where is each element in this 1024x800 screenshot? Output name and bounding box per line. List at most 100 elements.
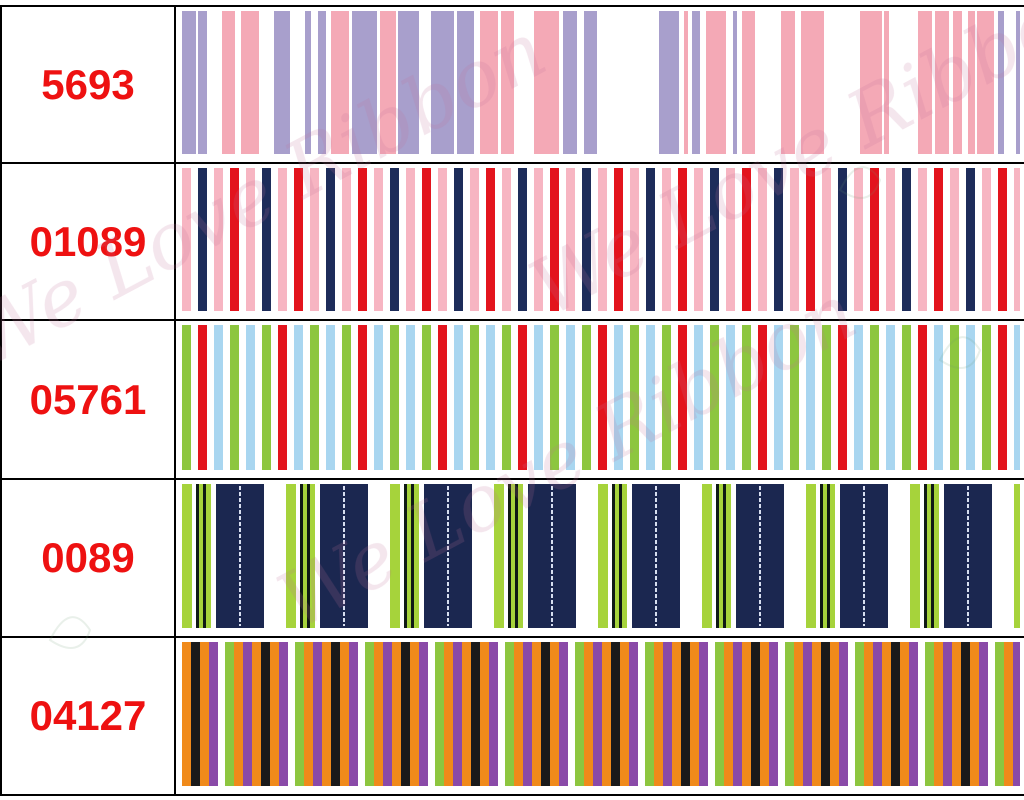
stripe [279,642,288,786]
ribbon-swatch[interactable] [176,5,1024,164]
stripe [812,642,821,786]
stripe [212,11,217,154]
stripe [783,168,790,311]
stripe [891,642,900,786]
stripe [278,168,287,311]
stripe [214,325,223,470]
stripe [638,642,645,786]
stripe [415,168,422,311]
stripe [607,168,614,311]
stripe [515,484,518,628]
stripe [550,325,559,470]
stripe [454,325,463,470]
stripe [431,11,454,154]
stripe [884,11,889,154]
stripe [991,168,998,311]
stripe [977,11,994,154]
stripe [671,325,678,470]
stripe [192,484,196,628]
stripe [939,484,944,628]
stripe [319,168,326,311]
stripe [300,484,303,628]
stripe [742,642,751,786]
stripe [349,642,358,786]
stripe [639,325,646,470]
stripe [191,168,198,311]
stripe [502,325,511,470]
stripe [182,11,196,154]
ribbon-row-0: 5693 [0,5,1024,164]
stripe [310,484,315,628]
stripe [566,325,575,470]
stripe [830,642,839,786]
stripe [863,168,870,311]
stripe [406,325,415,470]
stripe [527,168,534,311]
stripe [591,325,598,470]
stripe [806,168,815,311]
stripe [534,11,559,154]
stripe [243,642,252,786]
stripe [785,642,794,786]
stripe [870,325,879,470]
stripe [918,325,927,470]
stripe [769,642,778,786]
stripe [380,11,396,154]
code-cell: 5693 [0,5,176,164]
stripe [415,325,422,470]
stripe [447,325,454,470]
stripe [909,642,918,786]
stripe [318,11,326,154]
stripe [823,484,827,628]
stripe [710,168,719,311]
stripe [422,168,431,311]
stripe [358,642,365,786]
stripe [527,325,534,470]
stripe [706,11,726,154]
stripe [225,642,234,786]
stripe [607,325,614,470]
stripe [716,484,719,628]
stripe [399,168,406,311]
stripe [523,484,528,628]
stripe [943,642,952,786]
stripe [854,168,863,311]
stripe [751,325,758,470]
stripe [760,642,769,786]
stripe [294,325,303,470]
ribbon-swatch[interactable] [176,636,1024,796]
stripe [900,642,909,786]
ribbon-swatch[interactable] [176,319,1024,480]
stripe [326,168,335,311]
stripe [822,168,831,311]
stripe [927,325,934,470]
ribbon-swatch[interactable] [176,478,1024,638]
stripe [214,168,223,311]
stripe [463,168,470,311]
stripe [723,484,726,628]
stripe [576,484,580,628]
stripe [410,642,419,786]
stripe [925,642,934,786]
stripe [966,168,975,311]
stripe [995,642,1004,786]
stripe [222,11,235,154]
stripe [627,484,632,628]
stripe [935,11,949,154]
stripe [206,484,211,628]
stripe [230,168,239,311]
stripe [816,484,820,628]
stripe [563,11,577,154]
stripe [598,168,607,311]
stripe [801,11,824,154]
stripe [879,168,886,311]
stripe [655,325,662,470]
stripe [438,325,447,470]
stripe [742,11,755,154]
ribbon-swatch[interactable] [176,162,1024,321]
stripe [1014,325,1020,470]
stripe [305,11,311,154]
stripe [252,642,261,786]
stripe [218,642,225,786]
